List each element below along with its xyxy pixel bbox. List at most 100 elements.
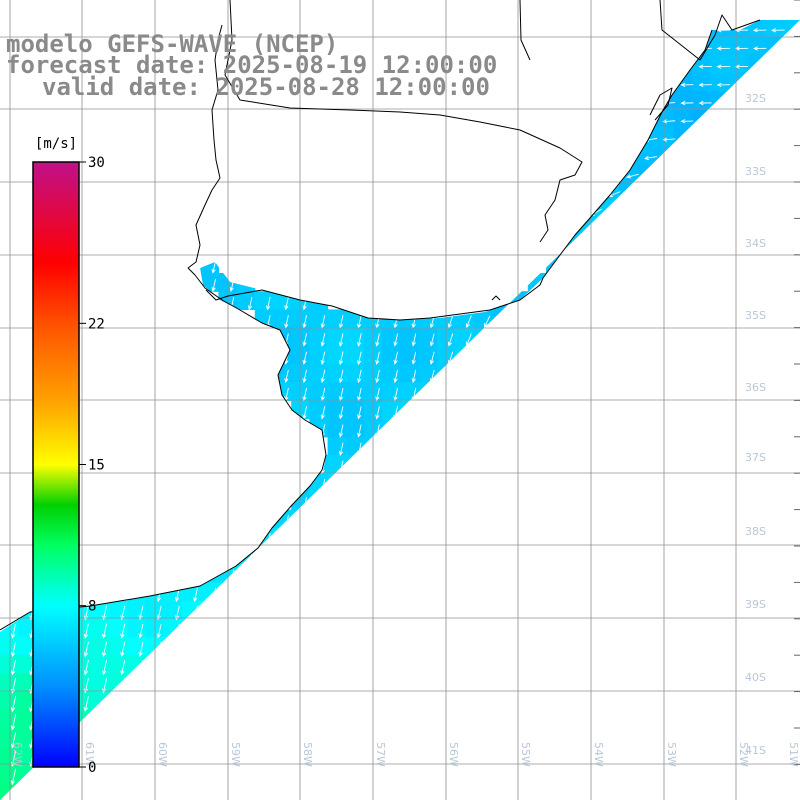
wind-arrow bbox=[156, 623, 162, 639]
wind-arrow bbox=[465, 315, 472, 329]
field-cell bbox=[400, 364, 420, 383]
field-cell bbox=[382, 382, 401, 401]
field-cell bbox=[0, 746, 19, 765]
colorbar: [m/s] 30 22 15 8 0 bbox=[32, 136, 105, 776]
wind-arrow bbox=[375, 333, 380, 347]
wind-arrow bbox=[11, 659, 17, 676]
latitude-labels: 32S 33S 34S 35S 36S 37S 38S 39S 40S 41S bbox=[745, 92, 766, 757]
wind-arrow bbox=[10, 732, 17, 749]
wind-arrow bbox=[357, 369, 362, 384]
wind-arrow bbox=[716, 64, 731, 69]
wind-arrow bbox=[484, 315, 491, 328]
wind-arrow bbox=[375, 369, 380, 384]
field-cell bbox=[345, 418, 365, 438]
wind-arrow bbox=[320, 351, 326, 366]
wind-arrow bbox=[680, 119, 694, 124]
coast-detail bbox=[491, 295, 501, 301]
colorbar-tick-label: 30 bbox=[88, 155, 105, 171]
wind-arrow bbox=[716, 46, 730, 51]
wind-arrow bbox=[429, 333, 435, 347]
field-cell bbox=[0, 637, 19, 656]
lon-label: 56W bbox=[447, 742, 460, 767]
field-cell bbox=[0, 728, 19, 747]
lat-label: 32S bbox=[745, 92, 766, 105]
field-cell bbox=[345, 345, 365, 365]
wind-arrow bbox=[357, 424, 362, 438]
field-cell bbox=[709, 36, 729, 56]
lon-label: 55W bbox=[519, 742, 532, 767]
field-cell bbox=[273, 309, 292, 329]
field-cell bbox=[728, 36, 747, 56]
wind-arrow bbox=[338, 406, 344, 420]
wind-arrow bbox=[662, 137, 676, 142]
wind-arrow bbox=[102, 659, 108, 676]
wind-arrow bbox=[284, 369, 289, 384]
coastline-uruguay-brazil bbox=[205, 29, 713, 321]
field-cell bbox=[709, 54, 729, 74]
wind-arrow bbox=[10, 713, 17, 731]
field-cell bbox=[236, 291, 256, 310]
wind-arrow bbox=[320, 369, 326, 384]
field-cell bbox=[655, 127, 674, 147]
wind-arrow bbox=[102, 678, 108, 694]
wind-arrow bbox=[662, 119, 676, 124]
wind-arrow bbox=[338, 315, 344, 329]
wind-arrow bbox=[680, 82, 694, 87]
wind-arrow bbox=[138, 641, 144, 657]
field-cell bbox=[400, 345, 420, 365]
field-cell bbox=[291, 345, 310, 365]
field-cell bbox=[0, 655, 19, 674]
field-cell bbox=[728, 54, 747, 74]
lat-label: 33S bbox=[745, 165, 766, 178]
wind-arrow bbox=[338, 351, 344, 366]
lat-label: 37S bbox=[745, 451, 766, 464]
wind-arrow bbox=[411, 369, 417, 384]
field-cell bbox=[418, 327, 438, 347]
wind-arrow bbox=[102, 605, 107, 621]
field-cell bbox=[473, 309, 492, 329]
wind-arrow bbox=[375, 351, 380, 365]
field-cell bbox=[109, 637, 128, 656]
lat-label: 34S bbox=[745, 237, 766, 250]
lon-label: 52W bbox=[737, 742, 750, 767]
field-cell bbox=[327, 400, 347, 420]
field-cell bbox=[309, 364, 329, 383]
wind-arrow bbox=[698, 82, 712, 87]
wind-arrow bbox=[284, 315, 289, 329]
field-cell bbox=[309, 382, 329, 401]
field-cell bbox=[709, 72, 729, 92]
field-cell bbox=[163, 600, 183, 620]
river-uruguay bbox=[187, 24, 223, 269]
lagoon-north bbox=[659, 0, 761, 61]
wind-arrow bbox=[716, 82, 730, 87]
field-cell bbox=[291, 364, 310, 383]
wind-arrow bbox=[120, 623, 126, 639]
field-cell bbox=[327, 327, 347, 347]
wind-arrow bbox=[138, 605, 144, 621]
wind-arrow bbox=[174, 605, 180, 621]
field-cell bbox=[91, 655, 110, 674]
field-cell bbox=[746, 36, 765, 56]
field-cell bbox=[291, 327, 310, 347]
field-cell bbox=[382, 364, 401, 383]
wind-arrow bbox=[320, 333, 326, 347]
field-cell bbox=[0, 764, 19, 784]
lon-label: 53W bbox=[665, 742, 678, 767]
forecast-date: forecast date: 2025-08-19 12:00:00 bbox=[6, 51, 498, 79]
wind-arrow bbox=[357, 406, 362, 420]
field-cell bbox=[327, 364, 347, 383]
field-cell bbox=[91, 637, 110, 656]
wind-arrow bbox=[83, 678, 89, 694]
colorbar-tick-label: 8 bbox=[88, 599, 96, 615]
lon-label: 51W bbox=[787, 742, 800, 767]
field-cell bbox=[327, 345, 347, 365]
wind-arrow bbox=[393, 333, 398, 347]
wind-arrow bbox=[83, 696, 89, 712]
wind-arrow bbox=[698, 64, 712, 69]
field-cell bbox=[109, 618, 128, 638]
wind-arrow bbox=[625, 173, 639, 179]
wind-arrow bbox=[83, 641, 89, 658]
lon-label: 60W bbox=[156, 742, 169, 767]
field-cell bbox=[764, 18, 784, 37]
